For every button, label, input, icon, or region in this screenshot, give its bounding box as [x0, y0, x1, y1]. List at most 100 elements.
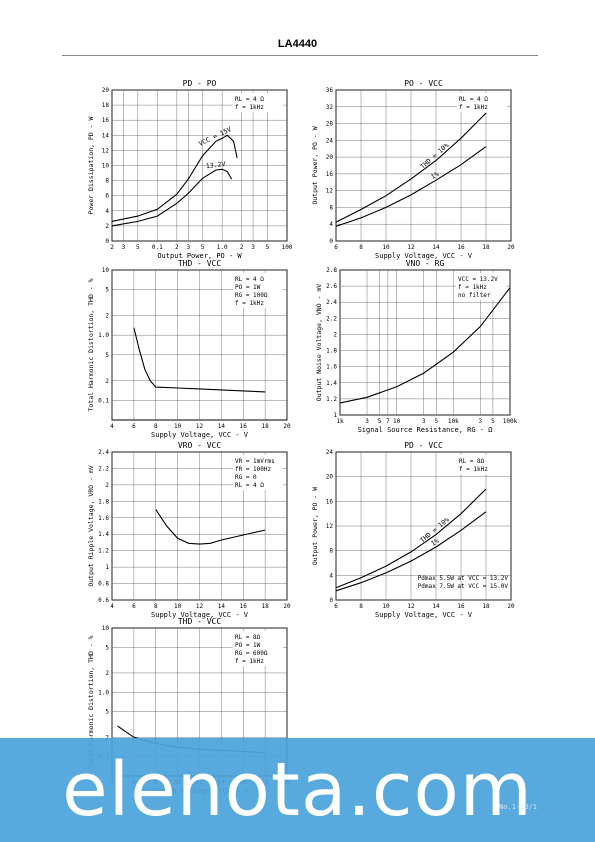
series-line — [111, 134, 238, 222]
chart-title: PD - PO — [183, 79, 217, 88]
condition-label: PO = 1W — [235, 284, 261, 291]
y-tick-label: 1.0 — [98, 689, 109, 696]
y-tick-label: 0.6 — [98, 597, 109, 604]
y-tick-label: 2.4 — [326, 299, 337, 306]
x-tick-label: 3 — [422, 418, 426, 425]
x-tick-label: 3 — [251, 244, 255, 251]
y-axis-label: Power Dissipation, PD - W — [87, 117, 95, 215]
y-tick-label: 20 — [102, 87, 110, 94]
condition-label: f = 1kHz — [235, 300, 264, 307]
x-tick-label: 16 — [457, 603, 465, 610]
condition-label: fR = 100Hz — [235, 466, 272, 473]
condition-label: VCC = 13.2V — [458, 276, 498, 283]
y-axis-label: Output Power, PO - W — [311, 487, 319, 565]
y-tick-label: 4 — [105, 208, 109, 215]
x-tick-label: 14 — [218, 603, 226, 610]
series-line — [133, 327, 266, 393]
y-tick-label: 2.6 — [326, 283, 337, 290]
y-tick-label: 28 — [326, 121, 334, 128]
y-tick-label: 5 — [105, 709, 109, 716]
x-tick-label: 12 — [407, 603, 415, 610]
y-axis-label: Total Harmonic Distortion, THD - % — [87, 278, 95, 411]
x-tick-label: 10 — [393, 418, 401, 425]
y-tick-label: 2 — [105, 313, 109, 320]
y-axis-label: Total Harmonic Distortion, THD - % — [87, 635, 95, 768]
chart-annotation: Pdmax 5.5W at VCC = 13.2V — [418, 575, 509, 582]
watermark-banner — [0, 738, 595, 842]
condition-label: f = 1kHz — [459, 104, 488, 111]
x-tick-label: 20 — [507, 603, 515, 610]
x-tick-label: 7 — [386, 418, 390, 425]
condition-label: RL = 4 Ω — [235, 96, 264, 103]
y-tick-label: 4 — [329, 221, 333, 228]
y-tick-label: 2 — [105, 734, 109, 741]
x-tick-label: 3 — [122, 244, 126, 251]
series-label: 13.2V — [205, 160, 225, 170]
x-axis-label: Supply Voltage, VCC - V — [151, 431, 249, 439]
y-tick-label: 0 — [105, 238, 109, 245]
y-tick-label: 2.4 — [98, 449, 109, 456]
x-tick-label: 3 — [186, 244, 190, 251]
x-tick-label: 3 — [365, 418, 369, 425]
x-tick-label: 1k — [336, 418, 344, 425]
x-tick-label: 10 — [174, 423, 182, 430]
condition-label: RL = 4 Ω — [235, 276, 264, 283]
x-tick-label: 10k — [448, 418, 459, 425]
y-tick-label: 16 — [326, 171, 334, 178]
x-tick-label: 5 — [136, 244, 140, 251]
y-tick-label: 1.8 — [98, 498, 109, 505]
y-tick-label: 0.8 — [98, 581, 109, 588]
chart-title: THD - VCC — [178, 617, 222, 626]
y-tick-label: 1.2 — [98, 548, 109, 555]
chart-title: THD - VCC — [178, 259, 222, 268]
x-tick-label: 10 — [382, 603, 390, 610]
x-tick-label: 12 — [407, 244, 415, 251]
x-tick-label: 20 — [283, 423, 291, 430]
x-tick-label: 14 — [218, 423, 226, 430]
x-tick-label: 4 — [110, 603, 114, 610]
page-title: LA4440 — [277, 38, 318, 50]
conditions-box — [233, 93, 283, 112]
x-axis-label: Supply Voltage, VCC - V — [375, 252, 473, 260]
x-tick-label: 12 — [196, 423, 204, 430]
series-label: 1% — [430, 170, 441, 181]
y-tick-label: 0.1 — [98, 397, 109, 404]
y-tick-label: 20 — [326, 154, 334, 161]
condition-label: f = 1kHz — [458, 284, 487, 291]
condition-label: f = 1kHz — [235, 104, 264, 111]
x-tick-label: 8 — [154, 423, 158, 430]
y-tick-label: 14 — [102, 132, 110, 139]
y-tick-label: 24 — [326, 137, 334, 144]
conditions-box — [457, 93, 507, 112]
y-tick-label: 36 — [326, 87, 334, 94]
y-tick-label: 1.4 — [326, 380, 337, 387]
y-axis-label: Output Power, PO - W — [311, 126, 319, 204]
x-tick-label: 18 — [482, 244, 490, 251]
x-tick-label: 10 — [174, 603, 182, 610]
y-tick-label: 10 — [102, 163, 110, 170]
y-tick-label: 12 — [326, 188, 334, 195]
x-tick-label: 1.0 — [217, 244, 228, 251]
y-tick-label: 2.2 — [326, 315, 337, 322]
y-tick-label: 1.8 — [326, 348, 337, 355]
y-tick-label: 2 — [105, 670, 109, 677]
y-tick-label: 20 — [326, 474, 334, 481]
x-axis-label: Supply Voltage, VCC - V — [375, 611, 473, 619]
x-tick-label: 6 — [132, 603, 136, 610]
footer-note: No.1-10/1 — [499, 803, 537, 811]
y-tick-label: 1 — [105, 564, 109, 571]
y-axis-label: Output Noise Voltage, VNO - mV — [315, 284, 323, 401]
x-tick-label: 2 — [175, 244, 179, 251]
x-tick-label: 18 — [482, 603, 490, 610]
series-line — [155, 509, 266, 545]
header-rule — [62, 55, 538, 56]
series-line — [335, 511, 487, 592]
y-tick-label: 16 — [102, 117, 110, 124]
conditions-box — [233, 455, 283, 490]
x-tick-label: 8 — [359, 244, 363, 251]
condition-label: RG = 600Ω — [235, 650, 268, 657]
y-tick-label: 1.2 — [326, 396, 337, 403]
